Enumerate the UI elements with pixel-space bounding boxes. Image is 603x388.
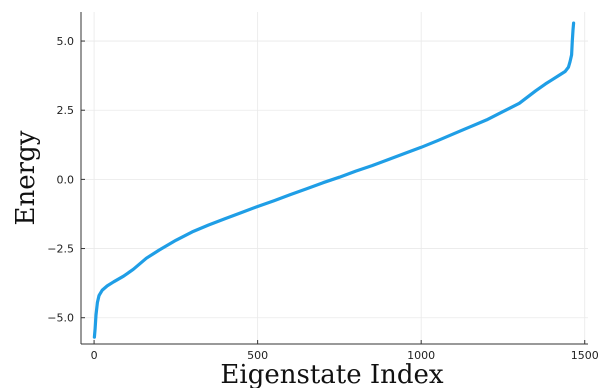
y-tick-label-2: 0.0 — [57, 173, 75, 186]
x-axis-ticks: 0 500 1000 1500 — [91, 340, 599, 362]
y-tick-label-4: 5.0 — [57, 35, 75, 48]
y-tick-label-3: 2.5 — [57, 104, 75, 117]
x-tick-label-3: 1500 — [571, 349, 599, 362]
y-tick-label-0: −5.0 — [47, 312, 74, 325]
x-axis-label: Eigenstate Index — [220, 360, 444, 388]
series-line-0 — [92, 21, 576, 339]
grid-lines — [81, 12, 588, 344]
axes-frame — [80, 12, 588, 345]
series-group — [92, 21, 576, 339]
x-tick-label-1: 500 — [247, 349, 268, 362]
x-tick-label-0: 0 — [91, 349, 98, 362]
y-axis-label: Energy — [11, 130, 41, 225]
x-tick-label-2: 1000 — [407, 349, 435, 362]
y-tick-label-1: −2.5 — [47, 243, 74, 256]
y-axis-ticks: −5.0 −2.5 0.0 2.5 5.0 — [47, 35, 85, 325]
